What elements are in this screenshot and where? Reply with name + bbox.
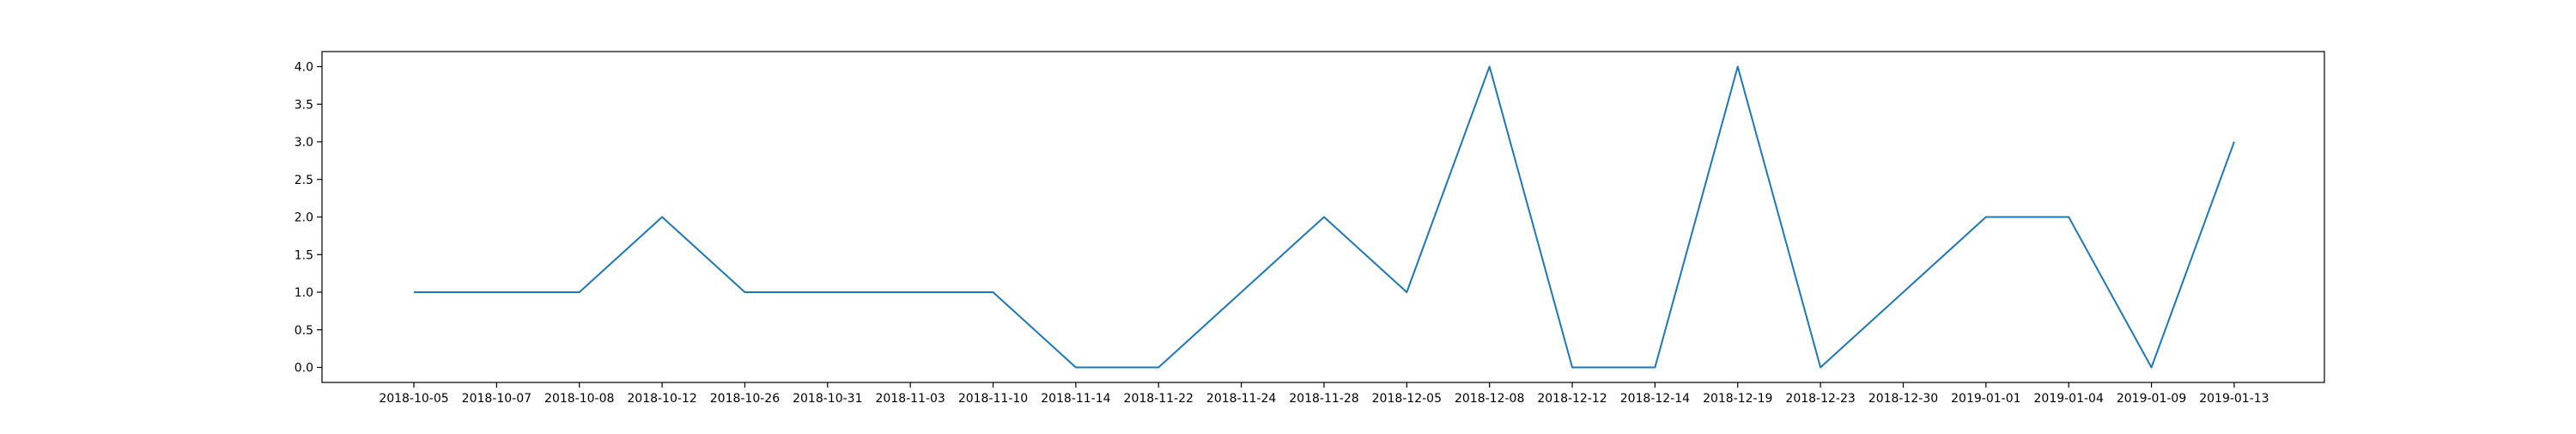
x-tick-label: 2018-11-28 <box>1289 392 1358 406</box>
x-tick-label: 2018-10-26 <box>710 392 780 406</box>
x-tick-label: 2018-10-05 <box>379 392 448 406</box>
y-tick-label: 3.5 <box>295 98 313 112</box>
x-tick-label: 2018-11-14 <box>1041 392 1110 406</box>
x-tick-label: 2019-01-01 <box>1951 392 2020 406</box>
x-tick-label: 2018-11-10 <box>958 392 1028 406</box>
x-tick-label: 2018-11-24 <box>1206 392 1276 406</box>
x-tick-label: 2018-11-22 <box>1124 392 1194 406</box>
y-tick-label: 3.0 <box>295 136 313 150</box>
x-tick-label: 2018-10-08 <box>544 392 614 406</box>
x-tick-label: 2018-12-05 <box>1372 392 1442 406</box>
y-tick-label: 1.0 <box>295 286 313 300</box>
x-tick-label: 2018-12-14 <box>1620 392 1690 406</box>
y-tick-label: 4.0 <box>295 61 313 75</box>
y-tick-label: 1.5 <box>295 248 313 262</box>
y-tick-label: 2.0 <box>295 211 313 225</box>
y-tick-label: 0.0 <box>295 362 313 376</box>
x-tick-label: 2018-10-07 <box>462 392 532 406</box>
x-tick-label: 2018-12-08 <box>1455 392 1524 406</box>
x-tick-label: 2018-12-12 <box>1537 392 1607 406</box>
x-tick-label: 2018-10-12 <box>627 392 696 406</box>
y-tick-label: 2.5 <box>295 174 313 187</box>
y-axis: 0.0 0.5 1.0 1.5 2.0 2.5 3.0 3.5 4.0 <box>295 61 322 376</box>
x-tick-label: 2019-01-13 <box>2199 392 2269 406</box>
x-tick-label: 2018-12-30 <box>1868 392 1938 406</box>
x-tick-label: 2018-10-31 <box>793 392 862 406</box>
x-axis: 2018-10-05 2018-10-07 2018-10-08 2018-10-12… <box>379 382 2269 406</box>
x-tick-label: 2019-01-09 <box>2117 392 2186 406</box>
x-tick-label: 2019-01-04 <box>2034 392 2104 406</box>
x-tick-label: 2018-12-19 <box>1703 392 1772 406</box>
x-tick-label: 2018-12-23 <box>1785 392 1855 406</box>
y-tick-label: 0.5 <box>295 324 313 338</box>
x-tick-label: 2018-11-03 <box>875 392 945 406</box>
